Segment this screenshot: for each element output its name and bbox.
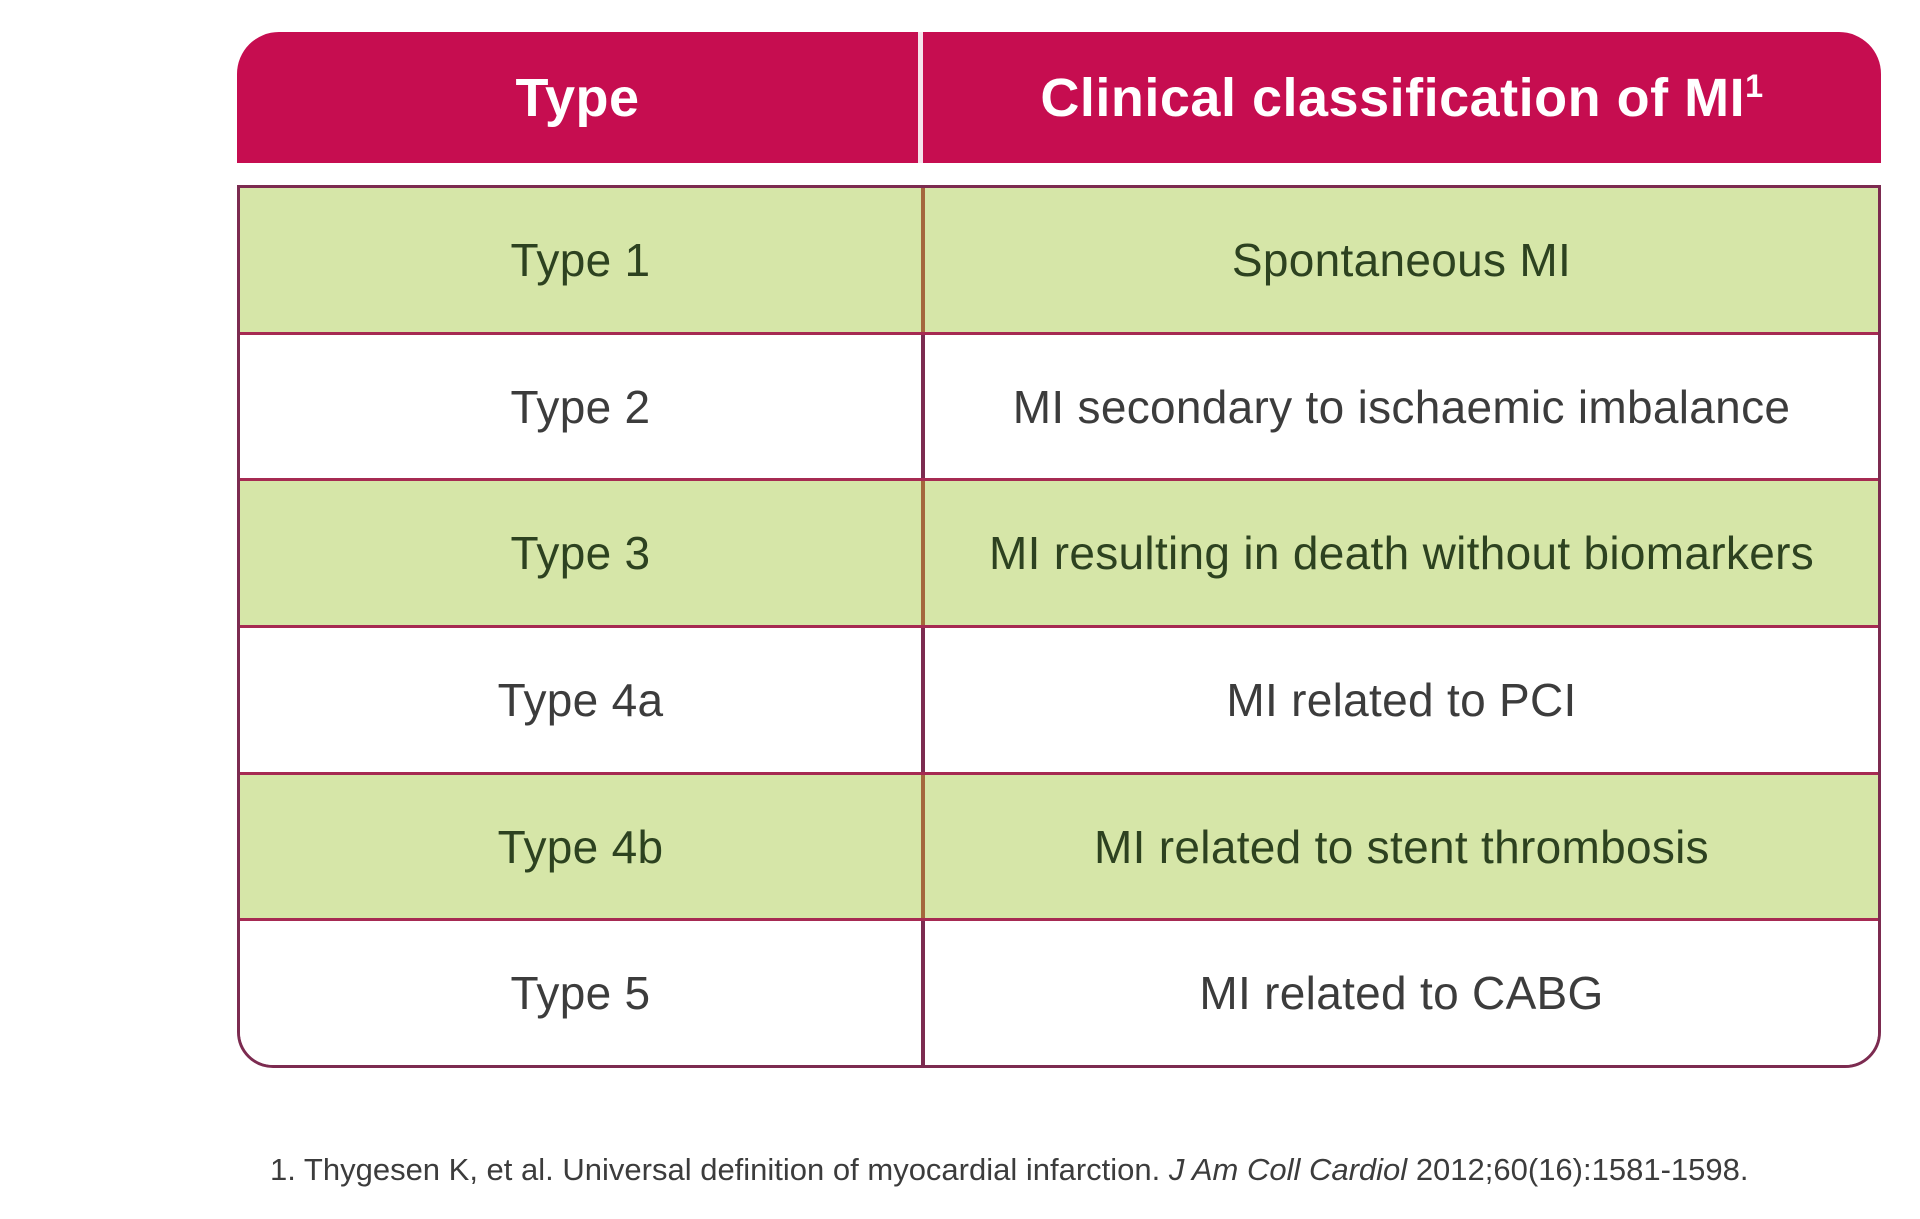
header-cell-type: Type bbox=[237, 32, 918, 163]
type-cell: Type 1 bbox=[510, 233, 651, 286]
classification-cell: MI secondary to ischaemic imbalance bbox=[1012, 380, 1791, 433]
classification-cell: MI related to stent thrombosis bbox=[1094, 820, 1709, 873]
type-cell: Type 2 bbox=[510, 380, 651, 433]
table-header-row: Type Clinical classification of MI1 bbox=[237, 32, 1881, 163]
type-cell: Type 4b bbox=[497, 820, 664, 873]
reference-footnote: 1. Thygesen K, et al. Universal definiti… bbox=[270, 1152, 1910, 1188]
column-divider bbox=[921, 481, 925, 626]
type-cell: Type 5 bbox=[510, 967, 651, 1020]
type-cell: Type 4a bbox=[497, 673, 664, 726]
footnote-prefix: 1. Thygesen K, et al. Universal definiti… bbox=[270, 1152, 1169, 1187]
classification-cell: Spontaneous MI bbox=[1231, 233, 1572, 286]
header-classification-text: Clinical classification of MI bbox=[1040, 67, 1746, 128]
header-type-label: Type bbox=[515, 67, 640, 128]
column-divider bbox=[921, 774, 925, 919]
header-superscript: 1 bbox=[1745, 67, 1764, 104]
mi-classification-table: Type Clinical classification of MI1 Type… bbox=[237, 32, 1881, 1068]
table-row: Type 5 MI related to CABG bbox=[240, 921, 1878, 1065]
header-cell-classification: Clinical classification of MI1 bbox=[923, 32, 1881, 163]
header-column-divider bbox=[918, 32, 923, 163]
type-cell: Type 3 bbox=[510, 527, 651, 580]
footnote-suffix: 2012;60(16):1581-1598. bbox=[1407, 1152, 1749, 1187]
column-divider bbox=[921, 921, 925, 1065]
footnote-journal-name: J Am Coll Cardiol bbox=[1168, 1152, 1408, 1187]
table-row: Type 3 MI resulting in death without bio… bbox=[240, 481, 1878, 629]
classification-cell: MI resulting in death without biomarkers bbox=[988, 527, 1815, 580]
table-row: Type 4a MI related to PCI bbox=[240, 628, 1878, 775]
header-classification-label: Clinical classification of MI1 bbox=[1040, 67, 1763, 129]
classification-cell: MI related to PCI bbox=[1226, 673, 1577, 726]
table-row: Type 4b MI related to stent thrombosis bbox=[240, 774, 1878, 922]
column-divider bbox=[921, 188, 925, 332]
table-body: Type 1 Spontaneous MI Type 2 MI secondar… bbox=[237, 185, 1881, 1068]
column-divider bbox=[921, 628, 925, 772]
classification-cell: MI related to CABG bbox=[1199, 967, 1604, 1020]
column-divider bbox=[921, 334, 925, 479]
table-row: Type 2 MI secondary to ischaemic imbalan… bbox=[240, 334, 1878, 482]
table-row: Type 1 Spontaneous MI bbox=[240, 188, 1878, 335]
